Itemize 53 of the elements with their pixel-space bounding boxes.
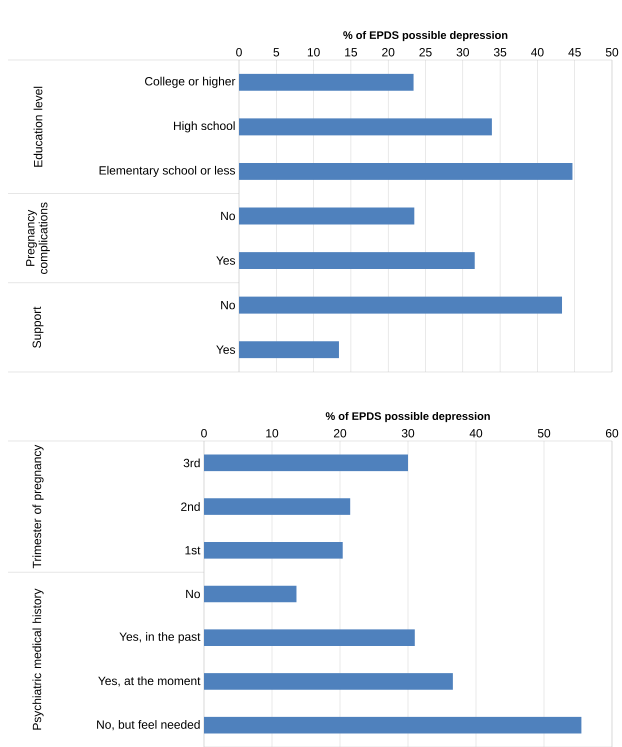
y-tick-label: 1st bbox=[185, 546, 200, 554]
y-tick-label: Yes bbox=[216, 256, 236, 265]
bar bbox=[239, 118, 492, 136]
bar bbox=[204, 498, 350, 515]
x-tick-label: 40 bbox=[531, 48, 544, 56]
x-tick-label: 0 bbox=[201, 429, 207, 438]
text: Psychiatric medical history bbox=[32, 588, 44, 730]
x-tick-label: 20 bbox=[382, 48, 394, 56]
bar bbox=[239, 162, 572, 180]
text: Support bbox=[32, 306, 44, 348]
x-tick-label: 50 bbox=[538, 429, 550, 438]
x-tick-label: 25 bbox=[419, 48, 432, 56]
x-tick-label: 30 bbox=[402, 429, 414, 438]
text: Trimester of pregnancy bbox=[32, 444, 44, 568]
x-tick-label: 50 bbox=[606, 48, 618, 56]
bar bbox=[239, 252, 475, 270]
bar bbox=[204, 454, 408, 472]
bar bbox=[204, 586, 296, 602]
text: Education level bbox=[34, 86, 42, 167]
x-tick-label: 30 bbox=[456, 48, 469, 56]
x-tick-label: 40 bbox=[470, 429, 482, 438]
y-tick-label: College or higher bbox=[145, 76, 236, 88]
bar bbox=[204, 542, 343, 559]
x-tick-label: 5 bbox=[273, 48, 280, 56]
x-tick-label: 35 bbox=[494, 48, 506, 56]
y-tick-label: Elementary school or less bbox=[100, 166, 236, 178]
bar bbox=[239, 74, 414, 91]
x-tick-label: 0 bbox=[236, 48, 242, 56]
y-tick-label: 3rd bbox=[184, 458, 200, 468]
bar bbox=[204, 629, 415, 646]
x-axis-title: % of EPDS possible depression bbox=[326, 412, 490, 422]
bar bbox=[239, 296, 562, 314]
y-tick-label: Yes bbox=[216, 346, 236, 354]
y-tick-label: No bbox=[221, 300, 235, 310]
y-tick-label: No bbox=[221, 212, 235, 220]
bar bbox=[204, 673, 453, 690]
bar bbox=[239, 208, 414, 224]
x-tick-label: 10 bbox=[308, 48, 320, 56]
y-tick-label: No bbox=[186, 590, 200, 598]
bar bbox=[239, 341, 339, 358]
x-tick-label: 60 bbox=[606, 429, 618, 438]
y-tick-label: Yes, in the past bbox=[119, 632, 200, 644]
y-tick-label: 2nd bbox=[181, 502, 200, 511]
y-tick-label: Yes, at the moment bbox=[98, 676, 200, 687]
x-tick-label: 15 bbox=[345, 48, 358, 56]
bar bbox=[204, 716, 582, 734]
x-axis-title: % of EPDS possible depression bbox=[343, 30, 508, 42]
x-tick-label: 10 bbox=[266, 429, 278, 438]
text: Pregnancy complications bbox=[26, 202, 50, 274]
y-tick-label: High school bbox=[174, 121, 235, 132]
y-tick-label: No, but feel needed bbox=[97, 720, 200, 730]
x-tick-label: 45 bbox=[568, 48, 581, 56]
x-tick-label: 20 bbox=[334, 429, 346, 438]
